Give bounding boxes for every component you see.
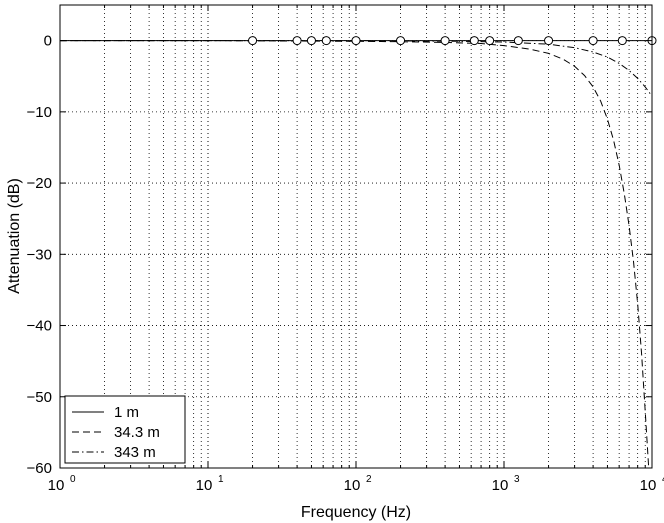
- data-marker: [292, 36, 302, 46]
- legend-label: 1 m: [114, 404, 139, 421]
- y-tick-label: 0: [44, 33, 52, 50]
- x-tick-label: 10: [640, 477, 657, 494]
- y-tick-label: −30: [27, 246, 52, 263]
- x-tick-exponent: 0: [70, 474, 76, 485]
- legend-box: [64, 395, 186, 464]
- data-marker: [248, 36, 258, 46]
- y-axis-label: Attenuation (dB): [6, 178, 23, 294]
- x-tick-exponent: 4: [662, 474, 664, 485]
- legend-label: 34.3 m: [114, 424, 160, 441]
- y-tick-label: −10: [27, 104, 52, 121]
- y-tick-label: −20: [27, 175, 52, 192]
- series-line: [60, 40, 653, 97]
- data-marker: [544, 36, 554, 46]
- data-marker: [351, 36, 361, 46]
- data-marker: [617, 36, 627, 46]
- legend-label: 343 m: [114, 444, 156, 461]
- ticks: 10 0 10 1 10 2 10 3 10 4 0 −10 −20 −30 −40 −50 −60: [27, 5, 664, 494]
- x-tick-label: 10: [48, 477, 65, 494]
- data-marker: [306, 36, 316, 46]
- data-marker: [485, 36, 495, 46]
- plot-background: [60, 5, 652, 468]
- x-tick-exponent: 1: [218, 474, 224, 485]
- x-tick-exponent: 2: [366, 474, 372, 485]
- y-tick-label: −40: [27, 318, 52, 335]
- y-tick-label: −50: [27, 389, 52, 406]
- data-marker: [588, 36, 598, 46]
- series-line: [60, 40, 650, 469]
- data-marker: [440, 36, 450, 46]
- y-tick-label: −60: [27, 460, 52, 477]
- data-marker: [321, 36, 331, 46]
- data-marker: [396, 36, 406, 46]
- x-tick-label: 10: [344, 477, 361, 494]
- legend: 1 m 34.3 m 343 m: [64, 395, 186, 464]
- data-marker: [513, 36, 523, 46]
- x-tick-exponent: 3: [514, 474, 520, 485]
- x-tick-label: 10: [196, 477, 213, 494]
- data-marker: [469, 36, 479, 46]
- x-axis-label: Frequency (Hz): [301, 504, 411, 521]
- x-tick-label: 10: [492, 477, 509, 494]
